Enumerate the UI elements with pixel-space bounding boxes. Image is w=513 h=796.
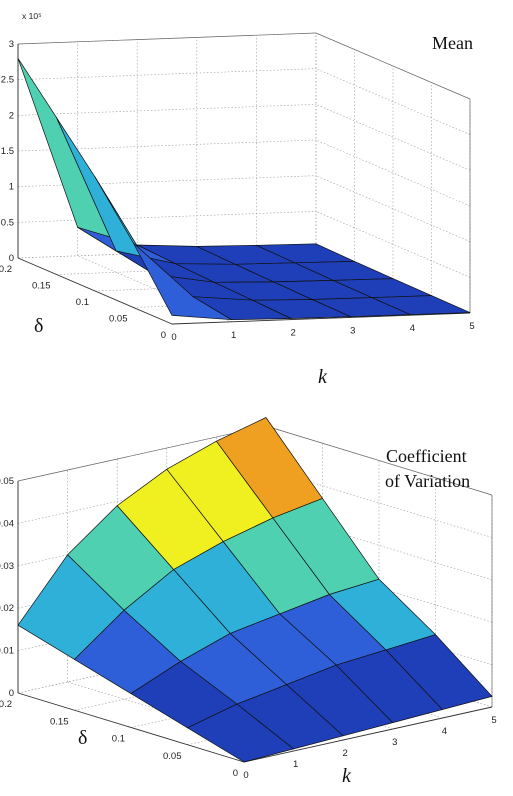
p0-box-edge [315,32,471,100]
cv-ticks: 01234500.050.10.150.200.010.020.030.040.… [0,476,497,781]
p0-back-gridline [17,104,317,116]
p1-z-tick-label: 0.02 [0,603,14,614]
cv-x-axis-label: k [342,765,352,787]
mean-x-axis-label: k [318,366,328,388]
p1-x-tick-label: 2 [343,748,348,759]
p1-x-tick-label: 5 [491,715,496,726]
p0-x-tick-label: 2 [291,328,296,339]
mean-z-scale-label: x 10⁵ [22,11,42,21]
p1-y-axis [17,692,245,763]
p0-x-tick-label: 1 [231,330,236,341]
mean-surface [17,57,471,321]
p1-box-edge [265,425,493,496]
p0-x-tick-label: 4 [410,323,415,334]
cv-surface [17,417,493,763]
p0-z-tick-label: 0 [9,253,14,264]
p0-z-tick-label: 0.5 [1,217,14,228]
cv-title-line-1: Coefficient [386,446,467,466]
p0-y-axis [17,257,173,325]
mean-ticks: 0 1 2 3 4 500.050.10.150.200.511.522.53 [0,39,475,343]
p0-y-tick-label: 0.15 [32,281,51,292]
p0-x-tick-label: 5 [469,321,474,332]
p0-x-tick-label: 3 [350,325,355,336]
cv-surface-plot: 01234500.050.10.150.200.010.020.030.040.… [0,417,497,787]
p1-z-tick-label: 0.03 [0,561,14,572]
p1-z-tick-label: 0 [9,688,14,699]
p0-z-tick-label: 2.5 [1,75,14,86]
p0-box-edge [17,32,317,45]
p1-box-edge [17,425,267,482]
p0-y-tick-label: 0.1 [76,297,89,308]
p1-x-tick-label: 1 [293,759,298,770]
p1-x-tick-label: 0 [243,770,248,781]
p0-x-tick-label: 0 [171,332,176,343]
p1-y-tick-label: 0.05 [163,751,182,762]
p1-z-tick-label: 0.04 [0,518,14,529]
p1-surface-cell [385,634,493,710]
p0-back-gridline [17,211,317,223]
p0-surface-cell [371,295,471,315]
mean-surface-plot: 0 1 2 3 4 500.050.10.150.200.511.522.53 Mean … [0,11,475,388]
p1-y-tick-label: 0.1 [112,734,125,745]
p0-back-gridline [17,68,317,80]
p0-x-axis [171,312,471,325]
p0-y-tick-label: 0 [161,330,166,341]
p1-z-tick-label: 0.05 [0,476,14,487]
p0-z-tick-label: 1.5 [1,146,14,157]
cv-title-line-2: of Variation [385,471,470,491]
p0-y-tick-label: 0.2 [0,264,12,275]
mean-title: Mean [432,33,473,53]
p0-z-tick-label: 2 [9,110,14,121]
mean-y-axis-label: δ [34,315,43,337]
p1-x-tick-label: 4 [442,726,447,737]
p1-z-tick-label: 0.01 [0,646,14,657]
p1-x-axis [243,706,493,763]
p1-y-tick-label: 0.2 [0,699,12,710]
p1-y-tick-label: 0.15 [50,716,69,727]
p0-z-tick-label: 1 [9,182,14,193]
p1-y-tick-label: 0 [233,768,238,779]
p0-z-tick-label: 3 [9,39,14,50]
p0-y-tick-label: 0.05 [109,314,128,325]
cv-y-axis-label: δ [78,727,87,749]
p1-x-tick-label: 3 [392,737,397,748]
